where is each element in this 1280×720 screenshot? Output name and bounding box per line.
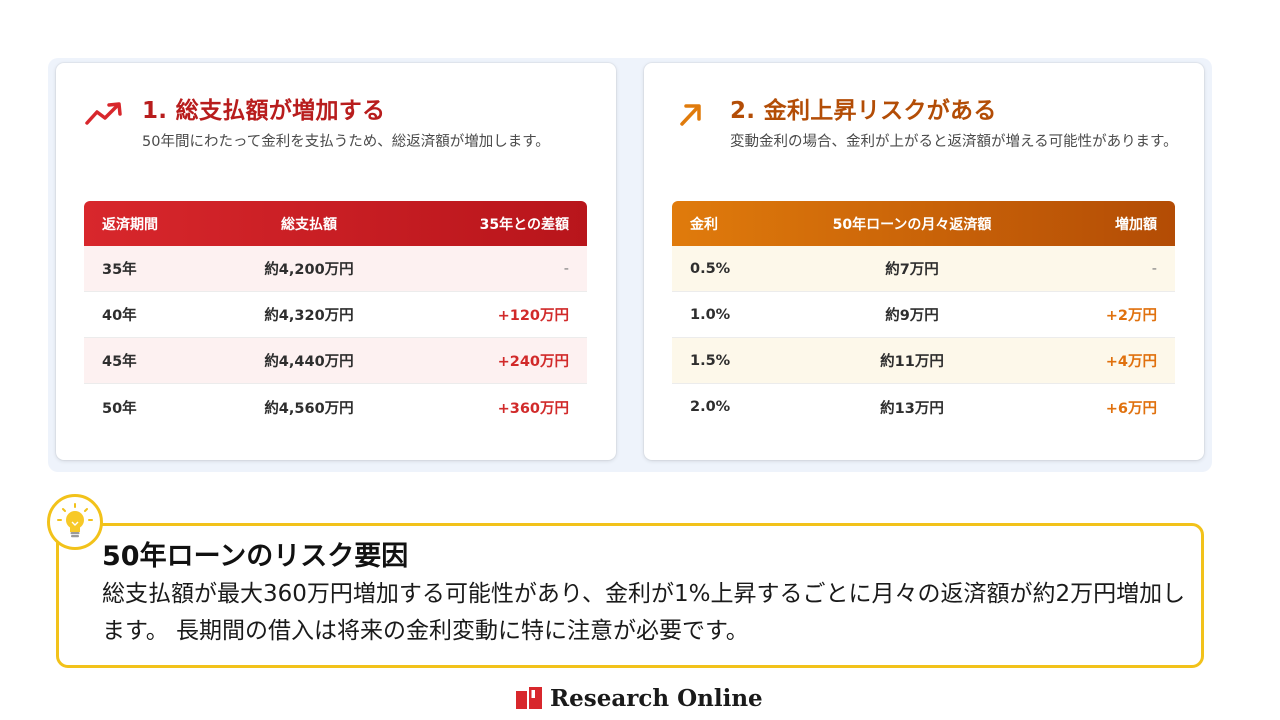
note-title: 50年ローンのリスク要因 [102, 541, 409, 572]
brand-name: Research Online [550, 684, 763, 712]
header-period: 返済期間 [102, 216, 158, 233]
cell-period: 40年 [102, 308, 137, 324]
total-payment-table: 返済期間 総支払額 35年との差額 35年 約4,200万円 - 40年 約4,… [84, 201, 587, 430]
table-header: 金利 50年ローンの月々返済額 増加額 [672, 201, 1175, 246]
cell-monthly: 約7万円 [885, 262, 939, 278]
brand-logo: Research Online [516, 684, 763, 712]
table-row: 0.5% 約7万円 - [672, 246, 1175, 292]
header-monthly: 50年ローンの月々返済額 [832, 216, 992, 233]
research-online-logo-icon [516, 687, 542, 709]
interest-rate-table: 金利 50年ローンの月々返済額 増加額 0.5% 約7万円 - 1.0% 約9万… [672, 201, 1175, 430]
cell-increase: +4万円 [1105, 354, 1157, 370]
card-description: 変動金利の場合、金利が上がると返済額が増える可能性があります。 [730, 134, 1178, 150]
table-row: 1.0% 約9万円 +2万円 [672, 292, 1175, 338]
table-row: 50年 約4,560万円 +360万円 [84, 384, 587, 430]
risk-note-box [56, 523, 1204, 668]
cell-total: 約4,440万円 [264, 354, 354, 370]
note-body: 総支払額が最大360万円増加する可能性があり、金利が1%上昇するごとに月々の返済… [102, 581, 1186, 644]
table-row: 35年 約4,200万円 - [84, 246, 587, 292]
card-title: 1. 総支払額が増加する [142, 98, 386, 124]
lightbulb-icon [47, 494, 103, 550]
cell-monthly: 約9万円 [885, 308, 939, 324]
table-row: 1.5% 約11万円 +4万円 [672, 338, 1175, 384]
cell-diff: - [563, 260, 569, 277]
cell-increase: +6万円 [1105, 400, 1157, 417]
cell-total: 約4,560万円 [264, 400, 354, 417]
cell-period: 35年 [102, 262, 137, 278]
cell-rate: 1.5% [690, 352, 731, 369]
cell-increase: - [1151, 260, 1157, 277]
cell-total: 約4,320万円 [264, 308, 354, 324]
header-increase: 増加額 [1115, 216, 1157, 233]
cell-total: 約4,200万円 [264, 262, 354, 278]
cell-rate: 2.0% [690, 399, 731, 415]
cell-rate: 1.0% [690, 306, 731, 323]
table-row: 40年 約4,320万円 +120万円 [84, 292, 587, 338]
cell-period: 50年 [102, 400, 137, 417]
interest-risk-card: 2. 金利上昇リスクがある 変動金利の場合、金利が上がると返済額が増える可能性が… [644, 63, 1204, 460]
cell-diff: +120万円 [497, 308, 569, 324]
card-description: 50年間にわたって金利を支払うため、総返済額が増加します。 [142, 134, 550, 150]
table-header: 返済期間 総支払額 35年との差額 [84, 201, 587, 246]
total-payment-card: 1. 総支払額が増加する 50年間にわたって金利を支払うため、総返済額が増加しま… [56, 63, 616, 460]
table-row: 2.0% 約13万円 +6万円 [672, 384, 1175, 430]
cell-monthly: 約11万円 [880, 354, 944, 370]
cell-diff: +240万円 [497, 354, 569, 370]
cell-increase: +2万円 [1105, 308, 1157, 324]
header-rate: 金利 [690, 216, 718, 233]
card-title: 2. 金利上昇リスクがある [730, 98, 997, 124]
arrow-up-right-icon [680, 104, 701, 126]
header-diff: 35年との差額 [479, 216, 569, 233]
header-total: 総支払額 [281, 216, 337, 233]
cell-rate: 0.5% [690, 260, 731, 277]
cell-period: 45年 [102, 354, 137, 370]
trending-up-icon [85, 102, 122, 125]
table-row: 45年 約4,440万円 +240万円 [84, 338, 587, 384]
cell-diff: +360万円 [497, 400, 569, 417]
cell-monthly: 約13万円 [880, 400, 944, 417]
